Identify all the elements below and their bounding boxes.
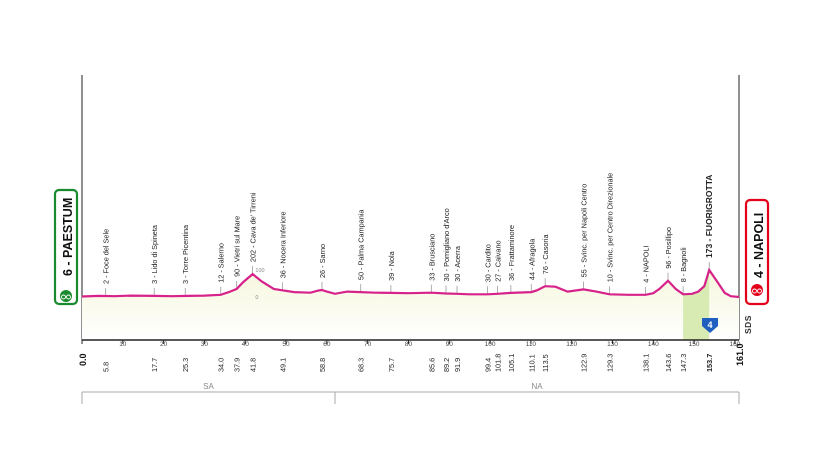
waypoint-label: 90 - Vietri sul Mare [233, 216, 242, 277]
waypoint-km: 138.1 [642, 354, 651, 372]
x-tick-label: 140 [648, 341, 659, 348]
waypoint-km: 153.7 [705, 354, 714, 372]
x-tick-label: 100 [485, 341, 496, 348]
waypoint-km: 68.3 [357, 358, 366, 372]
waypoint-km: 101.8 [493, 354, 502, 372]
waypoint-km: 5.8 [102, 362, 111, 372]
sds-logo: SDS [743, 315, 753, 334]
province-label: NA [531, 382, 543, 391]
x-axis-ticks: 10 20 30 40 50 60 70 80 90 100 110 120 130 140 150 160 [81, 340, 741, 348]
start-badge: 6 - PAESTUM [53, 188, 79, 306]
x-tick-label: 110 [526, 341, 537, 348]
bicycle-wheel-icon [66, 294, 71, 300]
x-tick-label: 80 [405, 341, 413, 348]
x-tick-label: 20 [160, 341, 168, 348]
gpm-category: 4 [707, 320, 712, 330]
waypoint-km: 34.0 [217, 358, 226, 372]
x-tick-label: 130 [607, 341, 618, 348]
waypoint-km: 89.2 [442, 358, 451, 372]
x-tick-label: 70 [364, 341, 372, 348]
waypoint-label: 44 - Afragola [527, 238, 536, 280]
waypoint-label: 10 - Svinc. per Centro Direzionale [606, 173, 615, 283]
altitude-mark: 0 [255, 295, 258, 301]
x-tick-label: 160 [729, 341, 740, 348]
waypoint-km: 58.8 [318, 358, 327, 372]
waypoint-label: 26 - Sarno [318, 244, 327, 278]
waypoint-label: 12 - Salerno [217, 243, 226, 283]
waypoint-km: 143.6 [664, 354, 673, 372]
finish-badge: 4 - NAPOLI [744, 198, 770, 306]
waypoint-km-labels: 5.8 17.7 25.3 34.0 37.9 41.8 49.1 58.8 68.3 75.7 8… [102, 354, 715, 372]
waypoint-label: 27 - Caivano [493, 240, 502, 281]
mountain-category-icon [702, 318, 718, 333]
waypoint-label: 30 - Pomigliano d'Arco [442, 208, 451, 281]
waypoint-km: 37.9 [233, 358, 242, 372]
x-tick-label: 120 [566, 341, 577, 348]
x-tick-label: 60 [323, 341, 331, 348]
waypoint-labels: 2 - Foce del Sele 3 - Lido di Spineta 3 - … [102, 173, 715, 284]
finish-label: 4 - NAPOLI [752, 213, 766, 278]
waypoint-km: 110.1 [527, 354, 536, 372]
altitude-mark: 100 [255, 268, 264, 274]
bicycle-wheel-icon [61, 294, 66, 300]
waypoint-km: 91.9 [453, 358, 462, 372]
x-tick-label: 30 [201, 341, 209, 348]
waypoint-km: 75.7 [387, 358, 396, 372]
waypoint-km: 25.3 [181, 358, 190, 372]
altitude-marks: 100 0 [255, 268, 264, 301]
start-km-label: 0.0 [78, 353, 88, 366]
x-tick-label: 50 [282, 341, 290, 348]
waypoint-label: 76 - Casoria [541, 234, 550, 275]
waypoint-km: 99.4 [484, 358, 493, 372]
waypoint-label: 36 - Frattaminore [507, 225, 516, 281]
province-bar: SA NA [81, 382, 740, 404]
bicycle-wheel-icon [752, 288, 757, 294]
waypoint-label: 8 - Bagnoli [679, 247, 688, 282]
waypoint-km: 147.3 [679, 354, 688, 372]
waypoint-label: 96 - Posillipo [664, 227, 673, 269]
waypoint-km: 122.9 [580, 354, 589, 372]
waypoint-label: 173 - FUORIGROTTA [704, 175, 714, 258]
waypoint-km: 17.7 [150, 358, 159, 372]
profile-line [81, 267, 740, 299]
waypoint-label: 36 - Nocera Inferiore [278, 211, 287, 278]
waypoint-label: 55 - Svinc. per Napoli Centro [580, 184, 589, 278]
waypoint-km: 41.8 [249, 358, 258, 372]
waypoint-km: 85.6 [427, 358, 436, 372]
x-tick-label: 10 [119, 341, 127, 348]
waypoint-label: 50 - Palma Campania [357, 209, 366, 281]
province-label: SA [203, 382, 214, 391]
start-label: 6 - PAESTUM [61, 198, 75, 276]
waypoint-km: 49.1 [278, 358, 287, 372]
waypoint-label: 3 - Torre Picentina [181, 224, 190, 284]
x-tick-label: 90 [446, 341, 454, 348]
waypoint-label: 33 - Brusciano [427, 234, 436, 281]
profile-fill [82, 270, 739, 340]
x-tick-label: 40 [242, 341, 250, 348]
waypoint-label: 2 - Foce del Sele [102, 229, 111, 284]
x-tick-label: 150 [689, 341, 700, 348]
waypoint-km: 113.5 [541, 354, 550, 372]
gpm-badge: 4 [702, 318, 718, 333]
waypoint-label: 202 - Cava de' Tirreni [249, 192, 258, 262]
waypoint-label: 3 - Lido di Spineta [150, 224, 159, 284]
bicycle-wheel-icon [757, 288, 762, 294]
waypoint-label: 39 - Nola [387, 250, 396, 281]
finish-km-label: 161.0 [735, 343, 745, 366]
waypoint-label: 4 - NAPOLI [642, 245, 651, 282]
waypoint-km: 105.1 [507, 354, 516, 372]
waypoint-label: 30 - Acerra [453, 245, 462, 282]
waypoint-km: 129.3 [606, 354, 615, 372]
waypoint-label: 30 - Cardito [484, 244, 493, 282]
